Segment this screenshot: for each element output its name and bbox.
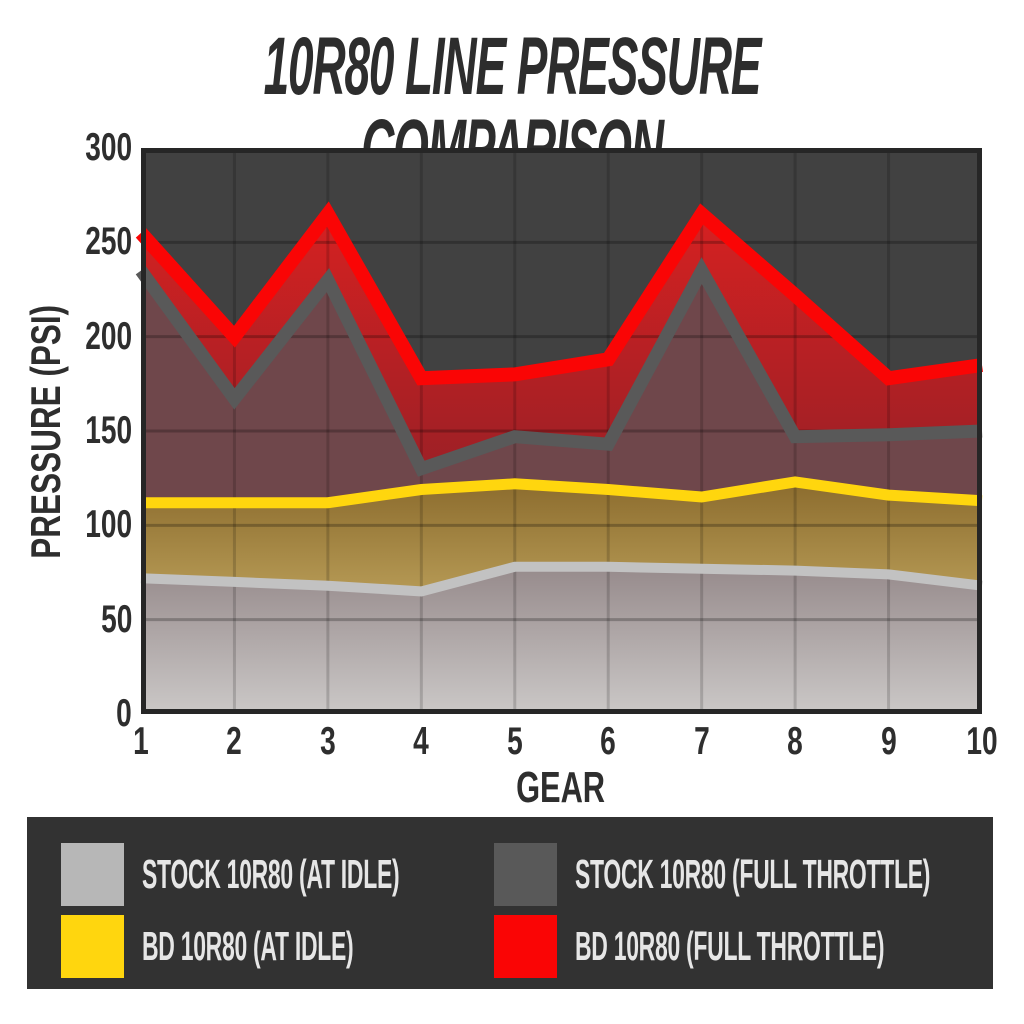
- x-tick: 8: [787, 720, 803, 763]
- y-tick: 0: [116, 692, 132, 735]
- legend-item-stock-idle: STOCK 10R80 (AT IDLE): [61, 838, 494, 910]
- y-tick: 200: [85, 314, 132, 358]
- x-axis-title-text: GEAR: [516, 763, 606, 812]
- legend-swatch-stock-idle: [61, 842, 124, 906]
- x-tick: 9: [880, 720, 897, 763]
- legend-item-stock-full-throttle: STOCK 10R80 (FULL THROTTLE): [494, 838, 1024, 910]
- legend-swatch-bd-idle: [61, 914, 124, 978]
- legend-label-stock-full-throttle: STOCK 10R80 (FULL THROTTLE): [575, 850, 931, 897]
- legend-item-bd-full-throttle: BD 10R80 (FULL THROTTLE): [494, 910, 1024, 982]
- y-tick: 300: [85, 126, 132, 169]
- x-tick: 4: [413, 720, 430, 763]
- y-tick: 50: [100, 597, 132, 641]
- y-tick: 100: [85, 503, 132, 547]
- x-tick: 6: [600, 720, 617, 763]
- y-axis-title: PRESSURE (PSI): [21, 282, 71, 582]
- x-tick: 7: [693, 720, 710, 763]
- y-tick: 250: [85, 220, 132, 264]
- y-axis-title-text: PRESSURE (PSI): [22, 305, 69, 559]
- x-tick: 10: [966, 720, 998, 763]
- x-axis-title: GEAR: [411, 766, 711, 810]
- x-tick: 3: [320, 720, 336, 763]
- legend-swatch-stock-full-throttle: [494, 842, 557, 906]
- x-tick: 5: [506, 720, 523, 763]
- x-tick: 1: [133, 720, 149, 763]
- legend-swatch-bd-full-throttle: [494, 914, 557, 978]
- x-tick: 2: [226, 720, 243, 763]
- y-tick: 150: [85, 409, 132, 452]
- legend: STOCK 10R80 (AT IDLE) STOCK 10R80 (FULL …: [27, 817, 993, 989]
- legend-label-stock-idle: STOCK 10R80 (AT IDLE): [142, 850, 400, 897]
- pressure-chart: [135, 148, 983, 714]
- legend-label-bd-full-throttle: BD 10R80 (FULL THROTTLE): [575, 922, 885, 969]
- legend-label-bd-idle: BD 10R80 (AT IDLE): [142, 922, 354, 969]
- legend-item-bd-idle: BD 10R80 (AT IDLE): [61, 910, 494, 982]
